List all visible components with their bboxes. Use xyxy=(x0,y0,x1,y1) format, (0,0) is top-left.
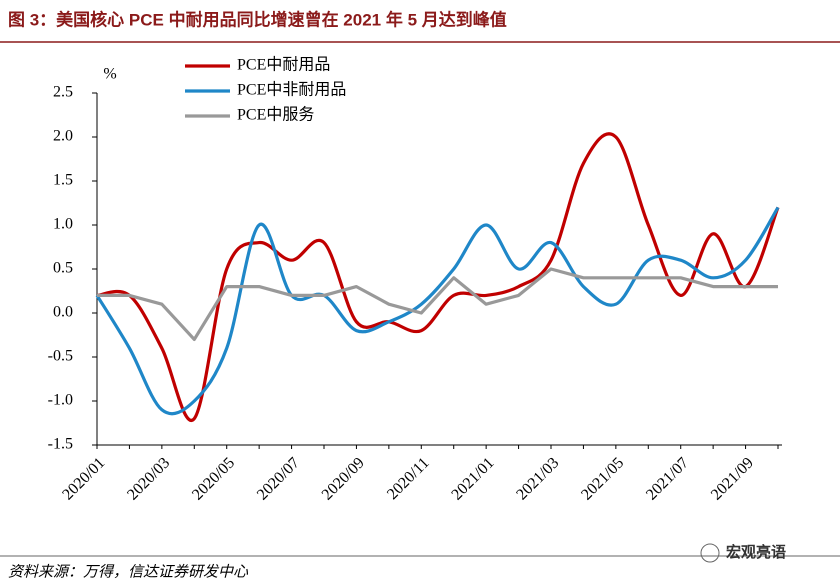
chart-title: 图 3：美国核心 PCE 中耐用品同比增速曾在 2021 年 5 月达到峰值 xyxy=(8,9,507,29)
x-tick-label: 2020/01 xyxy=(59,454,108,503)
watermark-icon xyxy=(700,543,720,563)
x-tick-label: 2021/05 xyxy=(578,454,627,503)
legend-label: PCE中服务 xyxy=(237,106,314,124)
series-line xyxy=(96,132,780,422)
y-tick-label: -0.5 xyxy=(48,348,73,365)
y-tick-label: 2.0 xyxy=(53,128,73,145)
series-line xyxy=(97,267,778,341)
y-unit: % xyxy=(103,66,116,83)
y-tick-label: 0.0 xyxy=(53,304,73,321)
source: 资料来源：万得，信达证券研发中心 xyxy=(8,563,249,580)
x-tick-label: 2021/01 xyxy=(448,454,497,503)
legend-label: PCE中耐用品 xyxy=(237,56,330,74)
y-tick-label: 2.5 xyxy=(53,84,73,101)
x-tick-label: 2021/03 xyxy=(513,454,562,503)
y-tick-label: -1.5 xyxy=(48,436,73,453)
series-line xyxy=(95,206,780,416)
watermark: 宏观亮语 xyxy=(726,543,786,561)
y-tick-label: 1.0 xyxy=(53,216,73,233)
x-tick-label: 2020/03 xyxy=(124,454,173,503)
x-tick-label: 2020/11 xyxy=(384,454,433,503)
x-tick-label: 2020/05 xyxy=(189,454,238,503)
legend-label: PCE中非耐用品 xyxy=(237,81,346,99)
y-tick-label: 0.5 xyxy=(53,260,73,277)
x-tick-label: 2021/07 xyxy=(643,454,692,503)
y-tick-label: 1.5 xyxy=(53,172,73,189)
x-tick-label: 2020/09 xyxy=(319,454,368,503)
x-tick-label: 2020/07 xyxy=(254,454,303,503)
x-tick-label: 2021/09 xyxy=(708,454,757,503)
y-tick-label: -1.0 xyxy=(48,392,73,409)
